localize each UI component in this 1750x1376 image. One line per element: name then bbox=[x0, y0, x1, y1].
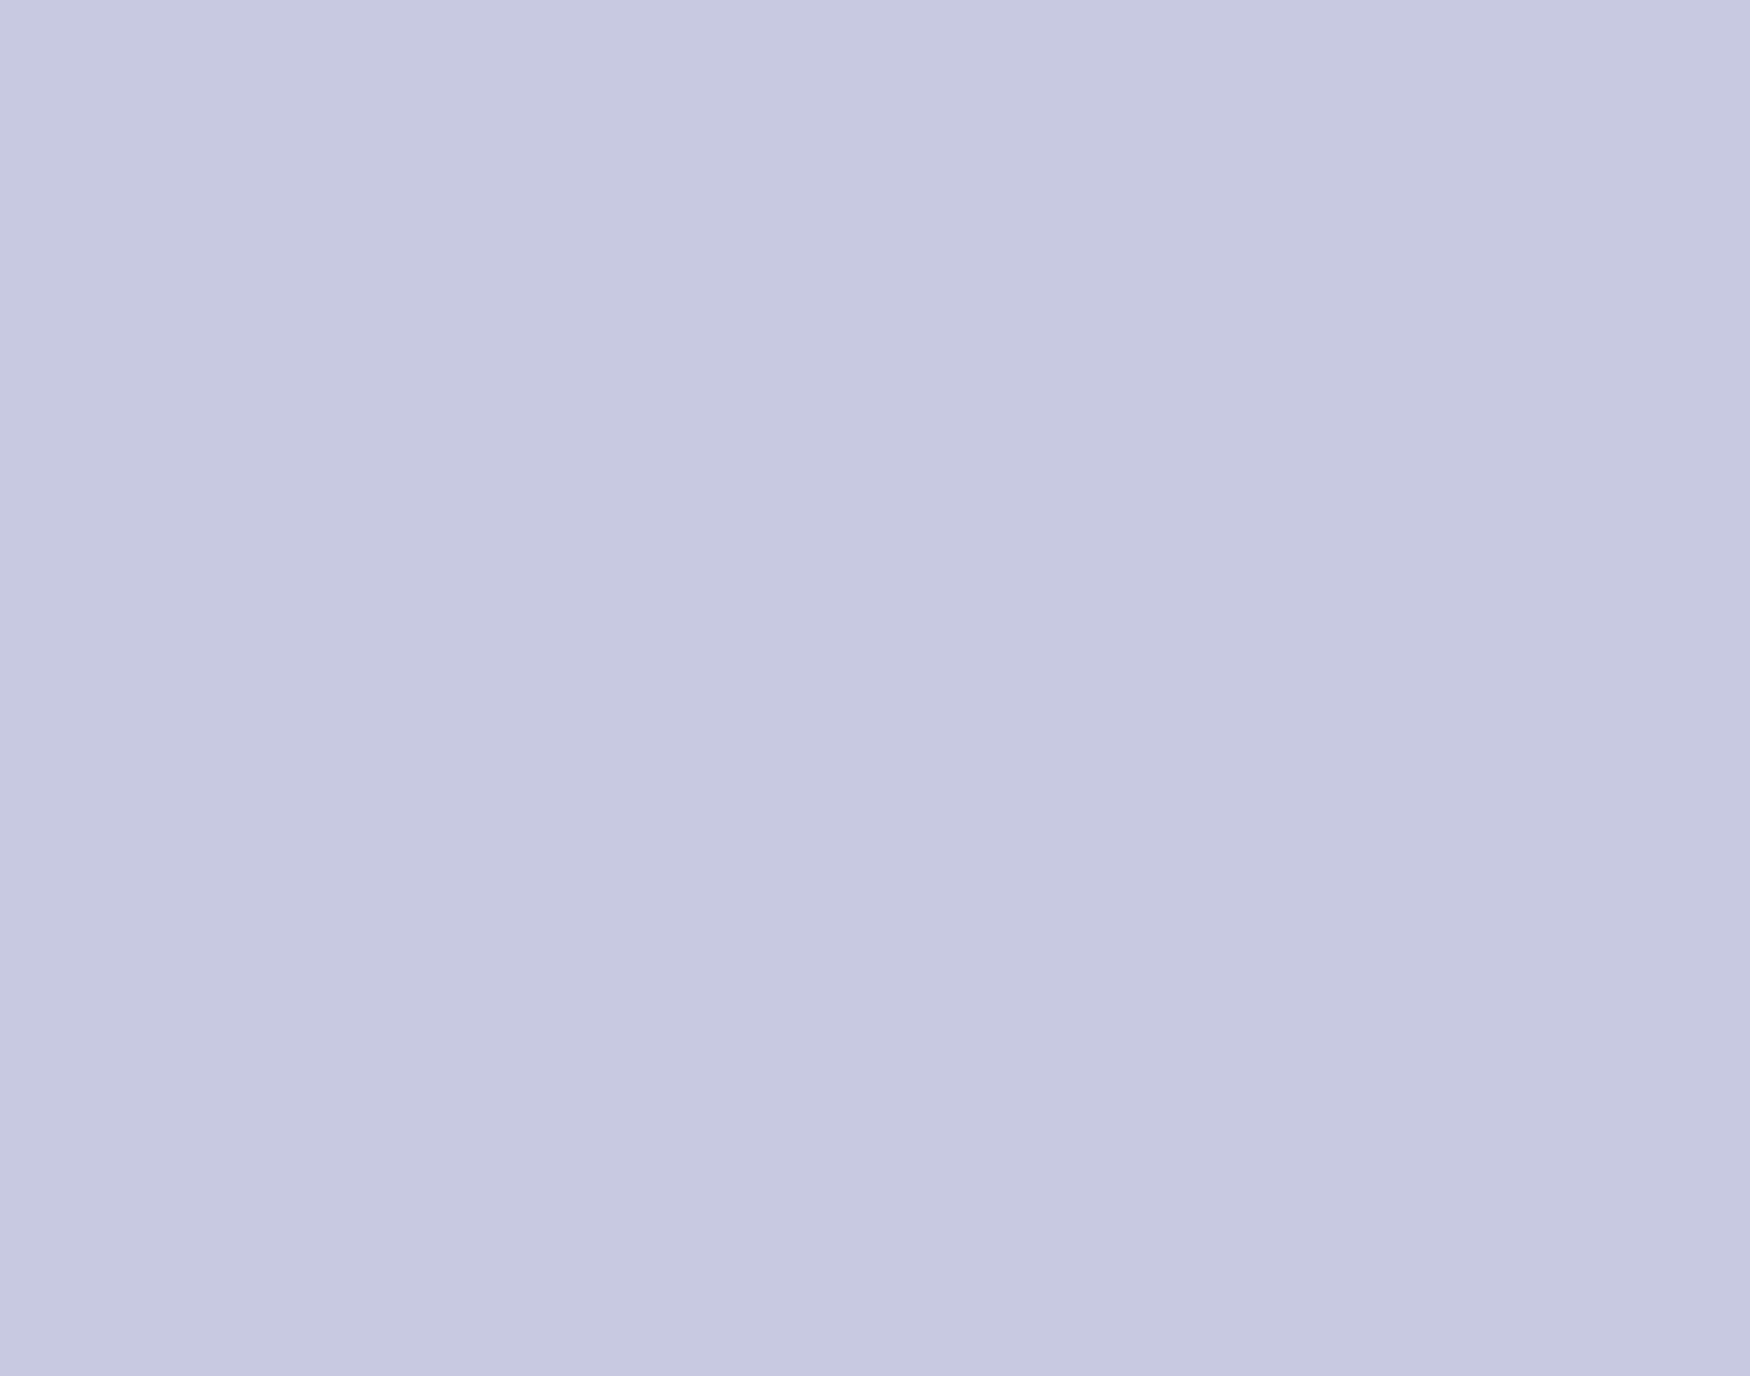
network-svg bbox=[0, 0, 300, 150]
